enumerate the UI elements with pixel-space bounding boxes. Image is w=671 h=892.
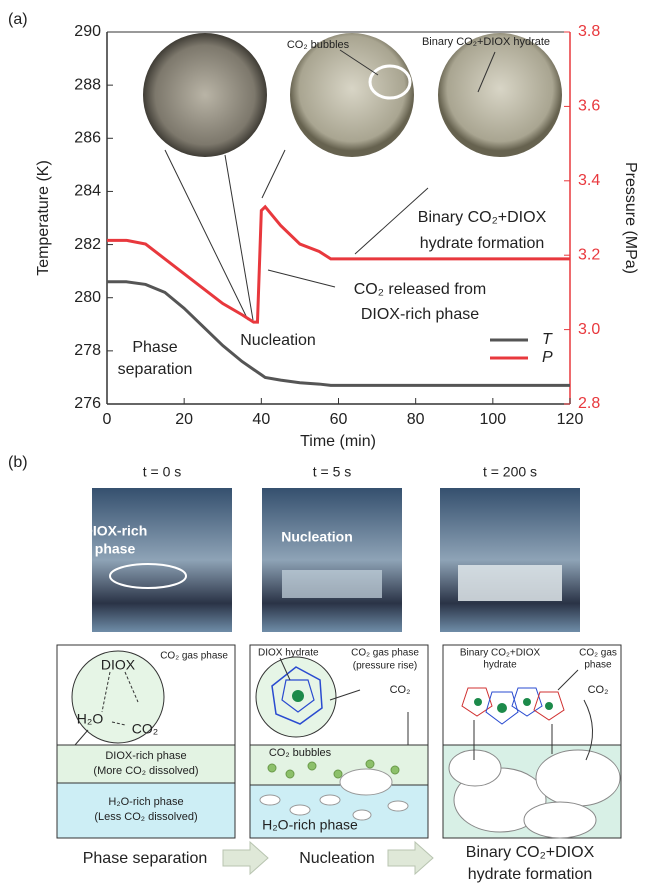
y2-tick-label: 3.0	[578, 321, 600, 338]
annotation: separation	[118, 361, 193, 378]
y-tick-label: 288	[74, 76, 101, 93]
x-axis-label: Time (min)	[300, 433, 376, 450]
highlight	[368, 64, 412, 100]
annotation: Phase	[132, 339, 177, 356]
time-label: t = 200 s	[483, 464, 537, 480]
y-axis-label: Temperature (K)	[35, 160, 52, 276]
x-tick-label: 60	[330, 411, 348, 428]
y-tick-label: 284	[74, 183, 101, 200]
pointer-lines	[164, 49, 496, 321]
diagram-text: CO₂ gas phase	[351, 648, 419, 659]
x-tick-label: 20	[175, 411, 193, 428]
diagram-text: DIOX	[101, 657, 136, 673]
diagram-text: CO₂	[132, 721, 158, 737]
y2-tick-label: 3.2	[578, 246, 600, 263]
photo-label: DIOX-rich	[83, 523, 148, 539]
diagram-text: H₂O	[77, 711, 104, 727]
step-label: Binary CO₂+DIOX	[466, 844, 595, 861]
legend-label: P	[542, 349, 553, 366]
annotation: Nucleation	[240, 332, 316, 349]
x-tick-label: 120	[557, 411, 584, 428]
annotation: hydrate formation	[420, 235, 545, 252]
diagram-text: phase	[584, 660, 612, 671]
photo-label: phase	[95, 541, 136, 557]
diagram-text: (Less CO₂ dissolved)	[94, 811, 197, 823]
diagram-text: CO₂ bubbles	[269, 747, 332, 759]
y-tick-label: 276	[74, 395, 101, 412]
annotation: CO₂ released from	[354, 281, 486, 298]
step-arrows	[222, 840, 434, 876]
annotation: Binary CO₂+DIOX hydrate	[422, 36, 550, 48]
y-tick-label: 286	[74, 130, 101, 147]
x-tick-label: 40	[252, 411, 270, 428]
panel-label: (a)	[8, 11, 28, 28]
diagram-text: H₂O-rich phase	[262, 817, 358, 833]
y2-axis-label: Pressure (MPa)	[622, 162, 639, 274]
photo	[262, 488, 402, 632]
series-line	[107, 204, 570, 324]
diagram-text: (pressure rise)	[353, 661, 417, 672]
photo	[290, 33, 414, 157]
series-line	[107, 280, 570, 387]
annotation: Binary CO₂+DIOX	[418, 209, 547, 226]
diagram-text: (More CO₂ dissolved)	[93, 765, 198, 777]
diagram-text: Binary CO₂+DIOX	[460, 648, 541, 659]
diagram-text: hydrate	[483, 660, 517, 671]
y-tick-label: 290	[74, 23, 101, 40]
diagram-text: CO₂ gas	[579, 648, 617, 659]
step-label: hydrate formation	[468, 866, 593, 883]
hydrate-region	[282, 570, 382, 598]
legend-label: T	[542, 331, 553, 348]
highlight	[109, 563, 187, 589]
hydrate-region	[458, 565, 562, 601]
diagram-text: CO₂	[588, 684, 609, 696]
y2-tick-label: 3.4	[578, 172, 600, 189]
y2-tick-label: 3.6	[578, 98, 600, 115]
y-tick-label: 278	[74, 342, 101, 359]
step-label: Phase separation	[83, 850, 208, 867]
x-tick-label: 0	[103, 411, 112, 428]
y-tick-label: 280	[74, 289, 101, 306]
photo	[440, 488, 580, 632]
annotation: CO₂ bubbles	[287, 39, 350, 51]
diagram	[56, 644, 236, 839]
diagram-text: H₂O-rich phase	[108, 796, 183, 808]
x-tick-label: 80	[407, 411, 425, 428]
photo-label: Nucleation	[281, 529, 353, 545]
x-tick-label: 100	[479, 411, 506, 428]
photo	[438, 33, 562, 157]
diagram-text: DIOX hydrate	[258, 648, 319, 659]
step-label: Nucleation	[299, 850, 375, 867]
photo	[92, 488, 232, 632]
diagram	[249, 644, 429, 839]
time-label: t = 0 s	[143, 464, 182, 480]
y2-tick-label: 3.8	[578, 23, 600, 40]
panel-label: (b)	[8, 454, 28, 471]
y-tick-label: 282	[74, 236, 101, 253]
annotation: DIOX-rich phase	[361, 306, 479, 323]
plot: 0 20 40 60 80 100 120 276 278 280 282 284 286 288 290 2…	[74, 23, 600, 428]
y2-tick-label: 2.8	[578, 395, 600, 412]
time-label: t = 5 s	[313, 464, 352, 480]
diagram-text: CO₂	[390, 684, 411, 696]
diagram-text: DIOX-rich phase	[105, 750, 186, 762]
photo	[143, 33, 267, 157]
diagram	[442, 644, 622, 839]
diagram-text: CO₂ gas phase	[160, 651, 228, 662]
